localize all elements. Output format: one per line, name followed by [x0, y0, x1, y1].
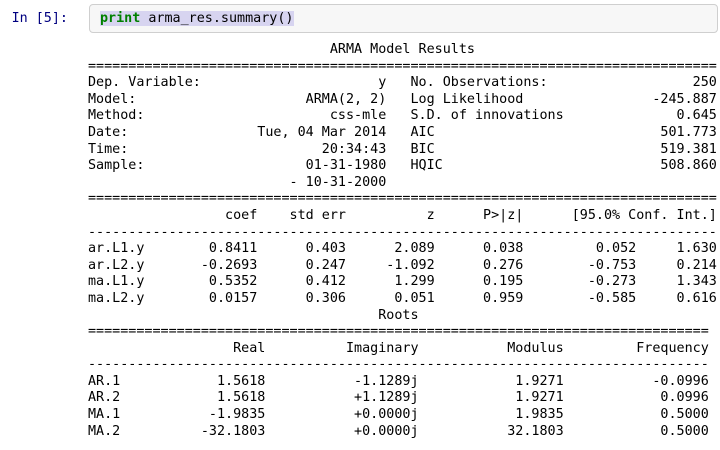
code-input[interactable]: print arma_res.summary()	[89, 4, 718, 33]
input-prompt: In [5]:	[11, 11, 68, 26]
code-cell: In [5]: print arma_res.summary()	[0, 0, 720, 33]
code-line: print arma_res.summary()	[100, 10, 709, 27]
selected-code: print arma_res.summary()	[100, 11, 294, 26]
arma-summary-output: ARMA Model Results =====================…	[88, 42, 717, 439]
keyword-print: print	[100, 11, 141, 26]
notebook-page: In [5]: print arma_res.summary() ARMA Mo…	[0, 0, 720, 439]
code-text: arma_res.summary()	[140, 11, 294, 26]
